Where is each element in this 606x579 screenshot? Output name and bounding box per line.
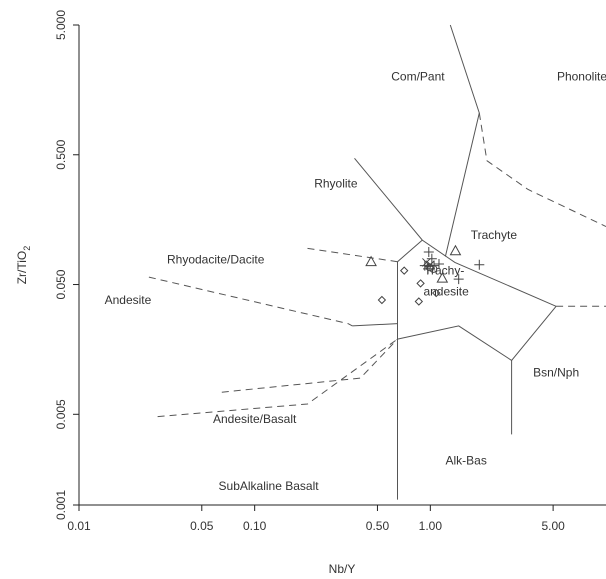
sample-point-diamond xyxy=(414,297,424,306)
field-label: Andesite xyxy=(105,293,152,307)
field-label: Alk-Bas xyxy=(446,454,487,468)
sample-point-plus xyxy=(423,247,434,258)
y-tick-label: 5.000 xyxy=(54,10,68,40)
dashed-boundary-line xyxy=(221,338,398,393)
sample-point-triangle xyxy=(365,255,377,267)
sample-point-plus xyxy=(453,274,464,285)
y-axis-ticks: 0.001 0.005 0.050 0.500 5.000 xyxy=(54,10,79,520)
solid-boundary-line xyxy=(352,323,398,327)
y-tick-label: 0.050 xyxy=(54,269,68,299)
solid-boundary-line xyxy=(397,305,557,362)
sample-point-triangle xyxy=(436,272,449,283)
y-tick-label: 0.001 xyxy=(54,490,68,520)
x-tick-label: 0.01 xyxy=(67,519,91,533)
dashed-boundary-line xyxy=(157,338,398,418)
x-tick-label: 0.50 xyxy=(366,519,390,533)
field-label: Phonolite xyxy=(557,70,606,84)
field-label: Com/Pant xyxy=(391,70,445,84)
dashed-boundary-line xyxy=(478,112,606,227)
sample-point-x xyxy=(422,258,431,267)
field-label: SubAlkaline Basalt xyxy=(219,479,320,493)
sample-point-plus xyxy=(433,258,444,269)
sample-points xyxy=(365,244,485,306)
sample-point-diamond xyxy=(377,295,387,305)
field-label: Rhyolite xyxy=(314,177,358,191)
field-label: Rhyodacite/Dacite xyxy=(167,252,265,266)
sample-point-diamond xyxy=(416,279,425,288)
x-tick-label: 1.00 xyxy=(419,519,443,533)
solid-boundary-line xyxy=(445,255,557,307)
solid-boundary-line xyxy=(354,24,480,257)
y-tick-label: 0.500 xyxy=(54,139,68,169)
field-label: andesite xyxy=(423,285,469,299)
x-tick-label: 5.00 xyxy=(541,519,565,533)
x-axis-title: Nb/Y xyxy=(329,562,356,576)
field-label: Andesite/Basalt xyxy=(213,412,297,426)
y-tick-label: 0.005 xyxy=(54,399,68,429)
field-labels: Com/Pant Phonolite Rhyolite Trachyte Rhyodac… xyxy=(105,70,606,493)
field-label: Bsn/Nph xyxy=(533,365,579,379)
sample-point-diamond xyxy=(431,288,441,298)
dashed-boundary-line xyxy=(307,247,398,263)
sample-point-plus xyxy=(426,253,437,264)
sample-point-diamond xyxy=(399,266,409,275)
y-axis-title: Zr/TiO2 xyxy=(15,246,32,285)
dashed-boundary-line xyxy=(148,276,353,327)
sample-point-circle xyxy=(425,263,434,272)
x-tick-label: 0.05 xyxy=(190,519,214,533)
sample-point-circle xyxy=(429,264,438,273)
solid-boundary-line xyxy=(397,239,423,500)
axes xyxy=(78,25,606,506)
x-axis-ticks: 0.01 0.05 0.10 0.50 1.00 5.00 xyxy=(67,505,565,533)
field-boundaries xyxy=(148,24,606,500)
field-label: Trachyte xyxy=(471,228,518,242)
sample-point-plus xyxy=(423,263,434,274)
sample-point-triangle xyxy=(449,244,462,256)
sample-point-plus xyxy=(474,259,485,270)
x-tick-label: 0.10 xyxy=(243,519,267,533)
